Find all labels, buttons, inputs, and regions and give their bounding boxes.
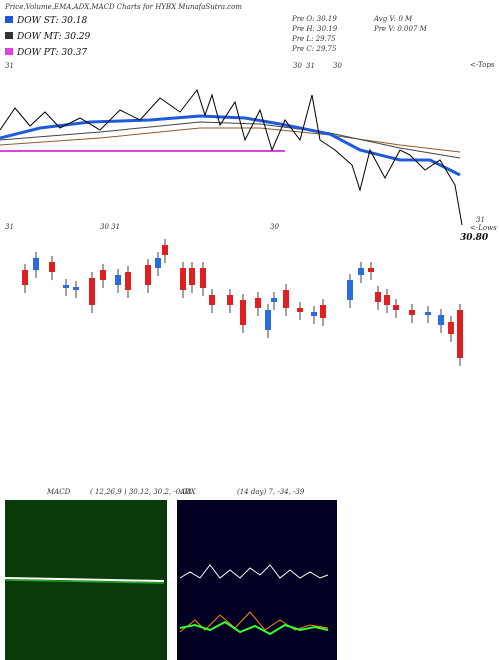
adx-panel xyxy=(177,500,337,660)
date: 31 xyxy=(476,216,485,224)
candle xyxy=(255,298,261,308)
ema-mid xyxy=(0,121,461,159)
legend-box xyxy=(5,16,13,23)
candle xyxy=(320,305,326,318)
candle xyxy=(227,295,233,305)
candle xyxy=(448,322,454,334)
candle xyxy=(155,258,161,268)
date: 31 xyxy=(5,62,14,70)
candle xyxy=(425,312,431,315)
candle xyxy=(145,265,151,285)
macd-params: ( 12,26,9 ) 30.12, 30.2, -0.08 xyxy=(90,488,192,496)
date: 30 31 xyxy=(100,223,120,231)
pre-high: Pre H: 30.19 xyxy=(291,25,338,33)
title: Price,Volume,EMA,ADX,MACD Charts for HYB… xyxy=(4,3,242,11)
candle xyxy=(384,295,390,305)
candle xyxy=(297,308,303,312)
ema-short xyxy=(0,114,461,177)
candle xyxy=(209,295,215,305)
candle xyxy=(73,287,79,290)
candle xyxy=(125,272,131,290)
candle xyxy=(240,300,246,325)
candle xyxy=(409,310,415,315)
candle xyxy=(358,268,364,275)
legend-box xyxy=(5,32,13,39)
ema-long xyxy=(0,127,461,153)
candle xyxy=(100,270,106,280)
candle xyxy=(375,292,381,302)
candle xyxy=(115,275,121,285)
date: 30 xyxy=(270,223,279,231)
adx-params: (14 day) 7, -34, -39 xyxy=(237,488,305,496)
legend-box xyxy=(5,48,13,55)
price-line xyxy=(0,88,463,226)
pre-open: Pre O: 30.19 xyxy=(291,15,337,23)
lows-label: <-Lows xyxy=(470,224,497,232)
macd-signal xyxy=(4,579,165,584)
date: 30 xyxy=(293,62,302,70)
adx-line xyxy=(179,564,329,579)
candle xyxy=(368,268,374,272)
dow-st: DOW ST: 30.18 xyxy=(16,16,87,26)
candle xyxy=(265,310,271,330)
candle xyxy=(438,315,444,325)
candle xyxy=(162,245,168,255)
macd-label: MACD xyxy=(46,488,71,496)
candle xyxy=(347,280,353,300)
date: 31 xyxy=(306,62,315,70)
tops-label: <-Tops xyxy=(470,61,495,69)
adx-label: ADX xyxy=(179,488,197,496)
candle xyxy=(49,262,55,272)
pre-close: Pre C: 29.75 xyxy=(291,45,337,53)
macd-line xyxy=(4,577,165,582)
candle xyxy=(89,278,95,305)
dow-pt: DOW PT: 30.37 xyxy=(16,48,87,58)
candle xyxy=(283,290,289,308)
candle xyxy=(63,285,69,288)
avg-volume: Avg V: 0 M xyxy=(373,15,413,23)
date: 30 xyxy=(333,62,342,70)
pre-low: Pre L: 29.75 xyxy=(291,35,336,43)
candle xyxy=(189,268,195,285)
candle xyxy=(393,305,399,310)
candle xyxy=(180,268,186,290)
candle xyxy=(200,268,206,288)
pre-volume: Pre V: 0.007 M xyxy=(373,25,428,33)
dow-mt: DOW MT: 30.29 xyxy=(16,32,91,42)
candle xyxy=(311,312,317,316)
candle xyxy=(33,258,39,270)
candle xyxy=(457,310,463,358)
date: 31 xyxy=(5,223,14,231)
candle xyxy=(22,270,28,285)
candle xyxy=(271,298,277,302)
price-label: 30.80 xyxy=(460,233,489,243)
di-minus xyxy=(179,620,329,636)
